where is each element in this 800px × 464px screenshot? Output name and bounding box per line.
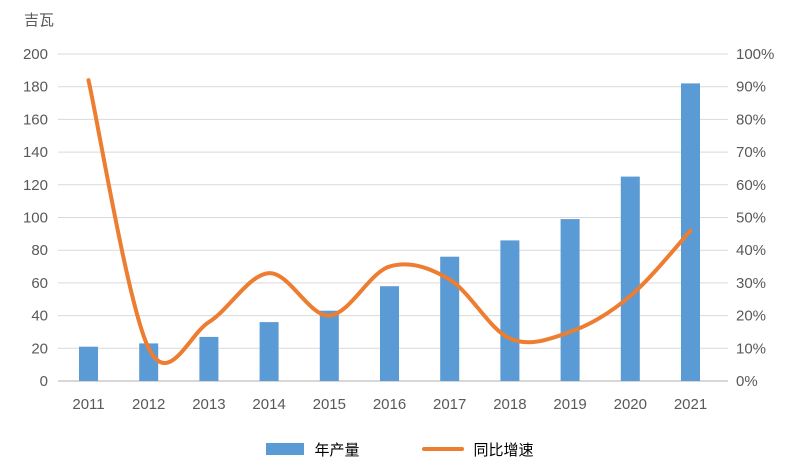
x-axis-label-2018: 2018 [493,396,526,413]
left-axis-tick-label: 60 [31,275,48,292]
x-axis-label-2016: 2016 [373,396,406,413]
bar-2018 [500,240,520,381]
left-axis-tick-label: 160 [23,111,48,128]
right-axis-tick-label: 50% [736,210,766,227]
x-axis-label-2012: 2012 [132,396,165,413]
bar-2017 [440,256,460,381]
right-axis-tick-label: 70% [736,144,766,161]
bar-2016 [380,286,399,381]
x-axis-label-2013: 2013 [192,396,225,413]
left-axis-tick-label: 40 [31,308,48,325]
right-axis-tick-label: 60% [736,177,766,194]
x-axis-label-2017: 2017 [433,396,466,413]
legend-item-production: 年产量 [266,439,360,460]
left-axis-tick-label: 20 [31,340,48,357]
x-axis-label-2015: 2015 [313,396,346,413]
legend-item-growth: 同比增速 [421,439,534,460]
growth-line [86,78,693,365]
x-axis-label-2019: 2019 [553,396,586,413]
x-axis-label-2020: 2020 [614,396,647,413]
plot-area: 0 20 40 60 80 100 120 140 160 180 200 0% 10% 20% 30% 40… [23,12,774,413]
right-axis-tick-label: 20% [736,308,766,325]
bar-2011 [79,346,98,381]
left-axis-tick-label: 140 [23,144,48,161]
x-axis-label-2011: 2011 [72,396,104,413]
bar-2019 [560,219,580,381]
left-axis-title: 吉瓦 [24,12,54,29]
left-axis-tick-label: 0 [40,373,48,390]
right-axis-tick-label: 30% [736,275,766,292]
left-axis-tick-label: 200 [23,46,48,63]
left-axis-tick-label: 80 [31,242,48,259]
legend: 年产量 同比增速 [0,436,800,462]
left-axis-tick-label: 100 [23,210,48,227]
right-axis-tick-label: 10% [736,340,766,357]
right-axis-tick-label: 80% [736,111,766,128]
left-axis-tick-label: 120 [23,177,48,194]
right-axis-tick-label: 100% [736,46,774,63]
right-axis-tick-label: 40% [736,242,766,259]
x-axis-label-2014: 2014 [252,396,285,413]
right-axis-tick-label: 0% [736,373,758,390]
bar-2013 [199,336,219,381]
legend-label-production: 年产量 [314,441,360,459]
right-axis-tick-label: 90% [736,79,766,96]
bar-2020 [620,176,640,381]
left-axis-tick-label: 180 [23,79,48,96]
legend-label-growth: 同比增速 [473,441,534,459]
bar-2015 [319,310,339,381]
x-axis-label-2021: 2021 [674,396,707,413]
bar-swatch [266,443,305,455]
line-swatch [421,447,464,451]
bar-2014 [259,322,279,381]
